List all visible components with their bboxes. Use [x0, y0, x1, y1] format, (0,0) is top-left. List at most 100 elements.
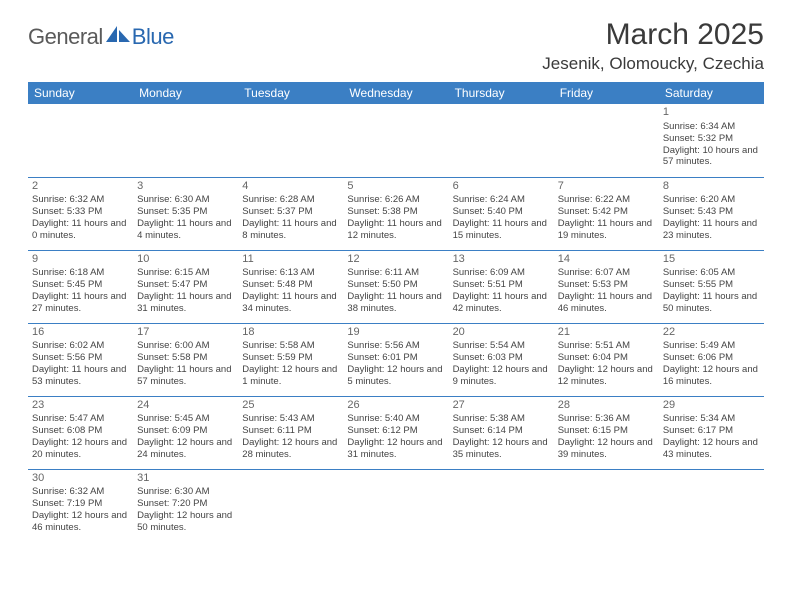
calendar-day-cell: 27Sunrise: 5:38 AMSunset: 6:14 PMDayligh…	[449, 396, 554, 469]
sunset-line: Sunset: 5:38 PM	[347, 206, 444, 218]
sunset-line: Sunset: 5:45 PM	[32, 279, 129, 291]
sunrise-line: Sunrise: 6:22 AM	[558, 194, 655, 206]
day-number: 30	[32, 472, 129, 486]
sunrise-line: Sunrise: 5:49 AM	[663, 340, 760, 352]
calendar-week-row: 16Sunrise: 6:02 AMSunset: 5:56 PMDayligh…	[28, 323, 764, 396]
sunrise-line: Sunrise: 5:40 AM	[347, 413, 444, 425]
day-number: 22	[663, 326, 760, 340]
logo-text-general: General	[28, 24, 103, 50]
calendar-day-cell: 17Sunrise: 6:00 AMSunset: 5:58 PMDayligh…	[133, 323, 238, 396]
calendar-day-cell: 25Sunrise: 5:43 AMSunset: 6:11 PMDayligh…	[238, 396, 343, 469]
sunset-line: Sunset: 6:08 PM	[32, 425, 129, 437]
sunrise-line: Sunrise: 6:07 AM	[558, 267, 655, 279]
day-number: 5	[347, 180, 444, 194]
daylight-line: Daylight: 11 hours and 46 minutes.	[558, 291, 655, 315]
day-number: 25	[242, 399, 339, 413]
calendar-empty-cell	[449, 104, 554, 177]
calendar-day-cell: 12Sunrise: 6:11 AMSunset: 5:50 PMDayligh…	[343, 250, 448, 323]
weekday-header: Tuesday	[238, 82, 343, 104]
sunrise-line: Sunrise: 6:05 AM	[663, 267, 760, 279]
day-number: 4	[242, 180, 339, 194]
sunset-line: Sunset: 5:33 PM	[32, 206, 129, 218]
sunrise-line: Sunrise: 5:54 AM	[453, 340, 550, 352]
sunrise-line: Sunrise: 5:58 AM	[242, 340, 339, 352]
sunset-line: Sunset: 5:56 PM	[32, 352, 129, 364]
sunset-line: Sunset: 6:15 PM	[558, 425, 655, 437]
sunrise-line: Sunrise: 5:36 AM	[558, 413, 655, 425]
calendar-day-cell: 24Sunrise: 5:45 AMSunset: 6:09 PMDayligh…	[133, 396, 238, 469]
sunrise-line: Sunrise: 6:30 AM	[137, 194, 234, 206]
sunset-line: Sunset: 6:03 PM	[453, 352, 550, 364]
sunrise-line: Sunrise: 6:32 AM	[32, 194, 129, 206]
calendar-day-cell: 11Sunrise: 6:13 AMSunset: 5:48 PMDayligh…	[238, 250, 343, 323]
sunset-line: Sunset: 5:53 PM	[558, 279, 655, 291]
sunset-line: Sunset: 6:11 PM	[242, 425, 339, 437]
daylight-line: Daylight: 12 hours and 12 minutes.	[558, 364, 655, 388]
calendar-empty-cell	[343, 469, 448, 542]
sunset-line: Sunset: 6:09 PM	[137, 425, 234, 437]
daylight-line: Daylight: 11 hours and 12 minutes.	[347, 218, 444, 242]
daylight-line: Daylight: 12 hours and 20 minutes.	[32, 437, 129, 461]
sunrise-line: Sunrise: 5:34 AM	[663, 413, 760, 425]
sunrise-line: Sunrise: 6:20 AM	[663, 194, 760, 206]
calendar-day-cell: 3Sunrise: 6:30 AMSunset: 5:35 PMDaylight…	[133, 177, 238, 250]
month-title: March 2025	[542, 18, 764, 52]
daylight-line: Daylight: 11 hours and 50 minutes.	[663, 291, 760, 315]
daylight-line: Daylight: 11 hours and 38 minutes.	[347, 291, 444, 315]
calendar-day-cell: 8Sunrise: 6:20 AMSunset: 5:43 PMDaylight…	[659, 177, 764, 250]
sunrise-line: Sunrise: 5:56 AM	[347, 340, 444, 352]
logo-sail-icon	[106, 26, 130, 42]
sunrise-line: Sunrise: 5:51 AM	[558, 340, 655, 352]
calendar-day-cell: 7Sunrise: 6:22 AMSunset: 5:42 PMDaylight…	[554, 177, 659, 250]
daylight-line: Daylight: 12 hours and 31 minutes.	[347, 437, 444, 461]
sunrise-line: Sunrise: 5:47 AM	[32, 413, 129, 425]
sunset-line: Sunset: 5:42 PM	[558, 206, 655, 218]
calendar-day-cell: 4Sunrise: 6:28 AMSunset: 5:37 PMDaylight…	[238, 177, 343, 250]
day-number: 6	[453, 180, 550, 194]
sunset-line: Sunset: 5:48 PM	[242, 279, 339, 291]
calendar-week-row: 9Sunrise: 6:18 AMSunset: 5:45 PM Daylight…	[28, 250, 764, 323]
sunrise-line: Sunrise: 6:13 AM	[242, 267, 339, 279]
daylight-line: Daylight: 11 hours and 34 minutes.	[242, 291, 339, 315]
day-number: 12	[347, 253, 444, 267]
calendar-empty-cell	[238, 469, 343, 542]
calendar-day-cell: 1Sunrise: 6:34 AMSunset: 5:32 PMDaylight…	[659, 104, 764, 177]
calendar-day-cell: 22Sunrise: 5:49 AMSunset: 6:06 PMDayligh…	[659, 323, 764, 396]
day-number: 28	[558, 399, 655, 413]
sunset-line: Sunset: 5:37 PM	[242, 206, 339, 218]
sunset-line: Sunset: 5:40 PM	[453, 206, 550, 218]
sunset-line: Sunset: 7:20 PM	[137, 498, 234, 510]
daylight-line: Daylight: 12 hours and 39 minutes.	[558, 437, 655, 461]
day-number: 31	[137, 472, 234, 486]
sunset-line: Sunset: 5:43 PM	[663, 206, 760, 218]
sunset-line: Sunset: 6:01 PM	[347, 352, 444, 364]
daylight-line: Daylight: 11 hours and 0 minutes.	[32, 218, 129, 242]
day-number: 24	[137, 399, 234, 413]
sunrise-line: Sunrise: 6:26 AM	[347, 194, 444, 206]
day-number: 14	[558, 253, 655, 267]
daylight-line: Daylight: 12 hours and 16 minutes.	[663, 364, 760, 388]
day-number: 10	[137, 253, 234, 267]
calendar-day-cell: 31Sunrise: 6:30 AMSunset: 7:20 PMDayligh…	[133, 469, 238, 542]
calendar-day-cell: 26Sunrise: 5:40 AMSunset: 6:12 PMDayligh…	[343, 396, 448, 469]
sunset-line: Sunset: 5:32 PM	[663, 133, 760, 145]
day-number: 26	[347, 399, 444, 413]
day-number: 17	[137, 326, 234, 340]
daylight-line: Daylight: 10 hours and 57 minutes.	[663, 145, 760, 169]
calendar-empty-cell	[343, 104, 448, 177]
calendar-day-cell: 23Sunrise: 5:47 AMSunset: 6:08 PMDayligh…	[28, 396, 133, 469]
sunrise-line: Sunrise: 6:24 AM	[453, 194, 550, 206]
calendar-week-row: 2Sunrise: 6:32 AMSunset: 5:33 PMDaylight…	[28, 177, 764, 250]
daylight-line: Daylight: 11 hours and 57 minutes.	[137, 364, 234, 388]
sunset-line: Sunset: 5:58 PM	[137, 352, 234, 364]
day-number: 7	[558, 180, 655, 194]
sunset-line: Sunset: 6:12 PM	[347, 425, 444, 437]
daylight-line: Daylight: 11 hours and 31 minutes.	[137, 291, 234, 315]
day-number: 2	[32, 180, 129, 194]
sunrise-line: Sunrise: 6:18 AM	[32, 267, 129, 279]
calendar-empty-cell	[449, 469, 554, 542]
sunrise-line: Sunrise: 6:09 AM	[453, 267, 550, 279]
day-number: 8	[663, 180, 760, 194]
calendar-day-cell: 16Sunrise: 6:02 AMSunset: 5:56 PMDayligh…	[28, 323, 133, 396]
day-number: 9	[32, 253, 129, 267]
